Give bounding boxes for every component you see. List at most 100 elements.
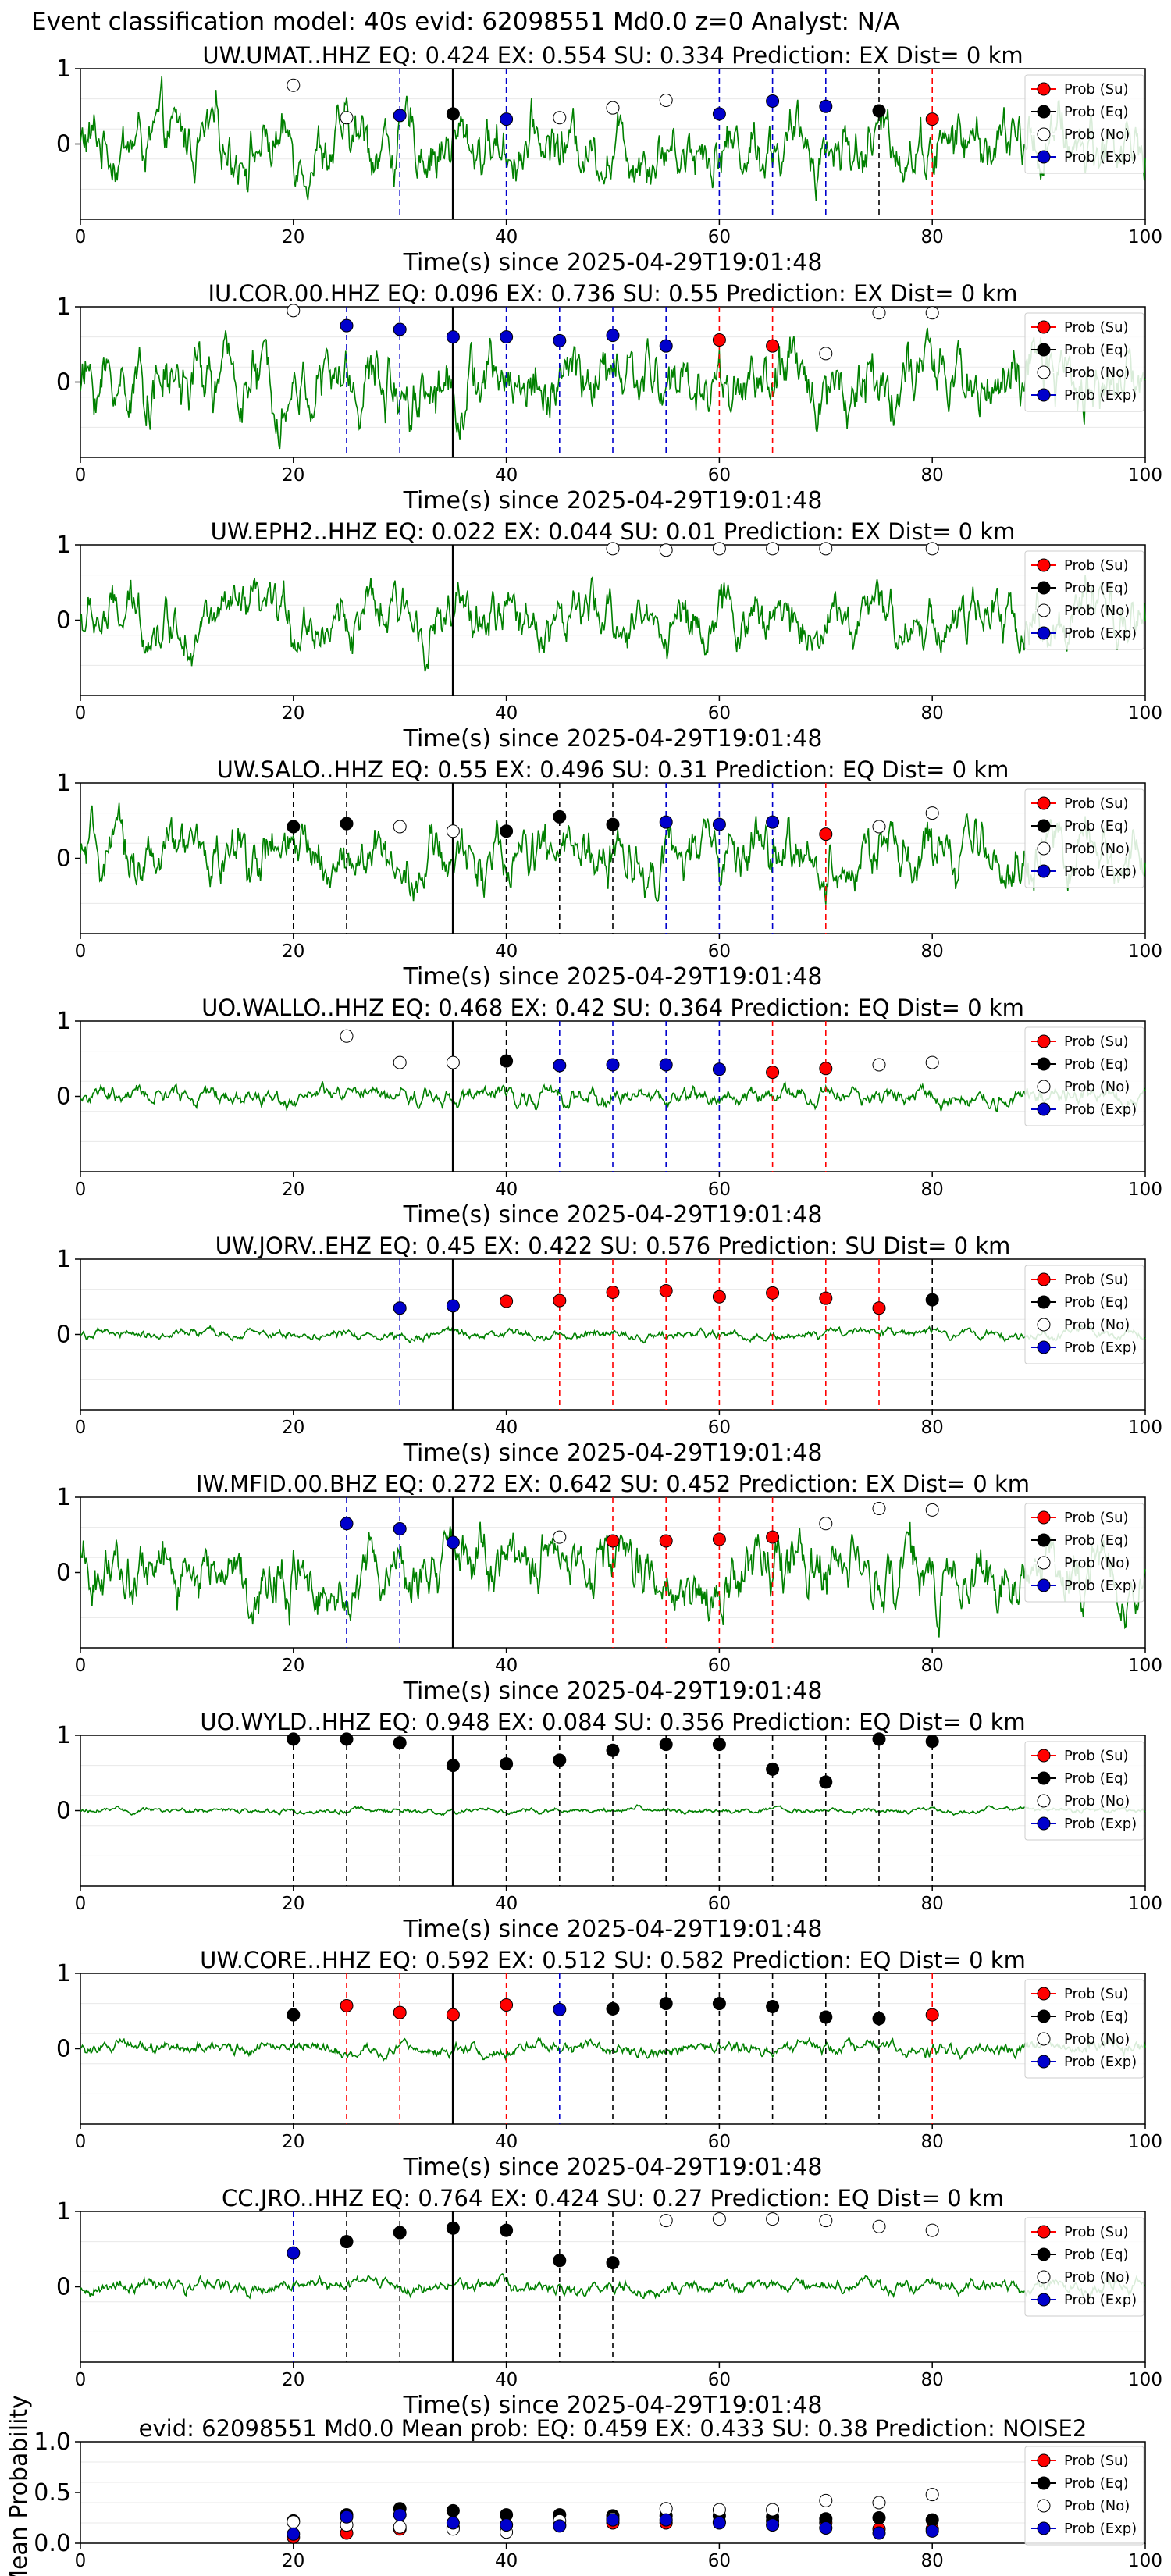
prob-marker-no [553, 111, 567, 125]
x-tick-label: 0 [75, 1656, 87, 1676]
prob-marker-exp [659, 815, 673, 829]
prob-marker-no [872, 1501, 886, 1515]
mean-marker-exp [819, 2521, 833, 2535]
prob-marker-exp [659, 339, 673, 353]
legend-label-su: Prob (Su) [1064, 319, 1129, 336]
prob-marker-eq [500, 824, 514, 838]
prob-marker-eq [393, 2226, 407, 2240]
legend-marker-exp [1037, 388, 1051, 402]
prob-marker-eq [659, 1997, 673, 2011]
x-axis-label: Time(s) since 2025-04-29T19:01:48 [403, 249, 823, 276]
legend-marker-no [1037, 1794, 1051, 1808]
prob-marker-no [287, 304, 301, 318]
x-tick-label: 40 [495, 227, 518, 247]
x-tick-label: 0 [75, 1894, 87, 1914]
legend-box [1024, 1979, 1144, 2079]
legend-marker-eq [1037, 2009, 1051, 2023]
x-tick-label: 40 [495, 465, 518, 486]
legend-label-exp: Prob (Exp) [1064, 2292, 1137, 2308]
panels: UW.UMAT..HHZ EQ: 0.424 EX: 0.554 SU: 0.3… [5, 42, 1162, 2576]
prob-marker-no [287, 78, 301, 92]
y-tick-label: 0 [56, 131, 71, 158]
prob-marker-eq [872, 1732, 886, 1746]
legend-box [1024, 1265, 1144, 1364]
prob-marker-su [500, 1998, 514, 2012]
mean-marker-no [925, 2488, 939, 2502]
panel-9: UW.CORE..HHZ EQ: 0.592 EX: 0.512 SU: 0.5… [56, 1947, 1162, 2181]
prob-marker-exp [446, 330, 460, 344]
x-tick-label: 0 [75, 703, 87, 724]
legend-label-exp: Prob (Exp) [1064, 625, 1137, 642]
prob-marker-no [819, 347, 833, 361]
x-tick-label: 60 [708, 2551, 731, 2571]
y-tick-label: 0.0 [34, 2530, 71, 2557]
x-tick-label: 20 [282, 465, 304, 486]
legend-label-eq: Prob (Eq) [1064, 1056, 1129, 1073]
prob-marker-no [712, 2212, 726, 2226]
mean-marker-exp [287, 2527, 301, 2541]
panel-8: UO.WYLD..HHZ EQ: 0.948 EX: 0.084 SU: 0.3… [56, 1709, 1162, 1943]
legend-label-no: Prob (No) [1064, 126, 1130, 143]
legend-label-exp: Prob (Exp) [1064, 2521, 1137, 2537]
prob-marker-eq [287, 820, 301, 834]
prob-marker-eq [446, 2221, 460, 2235]
legend-box [1024, 2217, 1144, 2317]
x-tick-label: 60 [708, 941, 731, 962]
prob-marker-su [340, 1998, 354, 2012]
x-tick-label: 40 [495, 1179, 518, 1200]
prob-marker-eq [553, 2254, 567, 2268]
panel-title: UW.UMAT..HHZ EQ: 0.424 EX: 0.554 SU: 0.3… [202, 42, 1023, 69]
legend-label-no: Prob (No) [1064, 1317, 1130, 1333]
mean-marker-no [393, 2520, 407, 2534]
x-tick-label: 20 [282, 1418, 304, 1438]
legend-marker-exp [1037, 864, 1051, 878]
x-tick-label: 0 [75, 2132, 87, 2152]
prob-marker-su [712, 333, 726, 347]
mean-marker-exp [446, 2516, 460, 2530]
x-tick-label: 80 [921, 1418, 944, 1438]
prob-marker-exp [766, 94, 780, 108]
legend-marker-eq [1037, 581, 1051, 595]
panel-title: CC.JRO..HHZ EQ: 0.764 EX: 0.424 SU: 0.27… [222, 2185, 1004, 2211]
prob-marker-no [925, 806, 939, 820]
legend-label-exp: Prob (Exp) [1064, 2054, 1137, 2070]
legend-marker-su [1037, 320, 1051, 334]
y-tick-label: 0 [56, 2036, 71, 2063]
legend-label-eq: Prob (Eq) [1064, 1294, 1129, 1311]
prob-marker-exp [712, 1062, 726, 1076]
legend-marker-no [1037, 2270, 1051, 2284]
prob-marker-eq [606, 2001, 620, 2016]
prob-marker-su [659, 1534, 673, 1548]
legend-marker-exp [1037, 150, 1051, 164]
x-tick-label: 20 [282, 703, 304, 724]
legend-box [1024, 550, 1144, 650]
legend-marker-eq [1037, 1533, 1051, 1547]
x-tick-label: 100 [1128, 1179, 1162, 1200]
axes-frame [80, 68, 1146, 220]
prob-marker-exp [553, 1059, 567, 1073]
mean-marker-no [872, 2496, 886, 2510]
prob-marker-su [393, 2005, 407, 2019]
prob-marker-su [606, 1534, 620, 1548]
x-tick-label: 40 [495, 703, 518, 724]
mean-marker-no [712, 2503, 726, 2517]
mean-marker-exp [606, 2513, 620, 2527]
prob-marker-no [712, 542, 726, 556]
legend-label-exp: Prob (Exp) [1064, 1101, 1137, 1118]
y-tick-label: 1 [56, 55, 71, 83]
prob-marker-no [553, 1530, 567, 1544]
legend-marker-eq [1037, 1771, 1051, 1785]
legend-label-exp: Prob (Exp) [1064, 863, 1137, 880]
x-tick-label: 20 [282, 1656, 304, 1676]
x-tick-label: 100 [1128, 2551, 1162, 2571]
prob-marker-no [446, 824, 460, 838]
x-axis-label: Time(s) since 2025-04-29T19:01:48 [403, 725, 823, 753]
prob-marker-no [606, 542, 620, 556]
panel-title: UO.WALLO..HHZ EQ: 0.468 EX: 0.42 SU: 0.3… [201, 994, 1024, 1021]
legend-marker-no [1037, 1318, 1051, 1332]
legend-label-no: Prob (No) [1064, 2269, 1130, 2286]
prob-marker-exp [553, 2002, 567, 2016]
x-tick-label: 80 [921, 465, 944, 486]
legend-marker-su [1037, 558, 1051, 572]
